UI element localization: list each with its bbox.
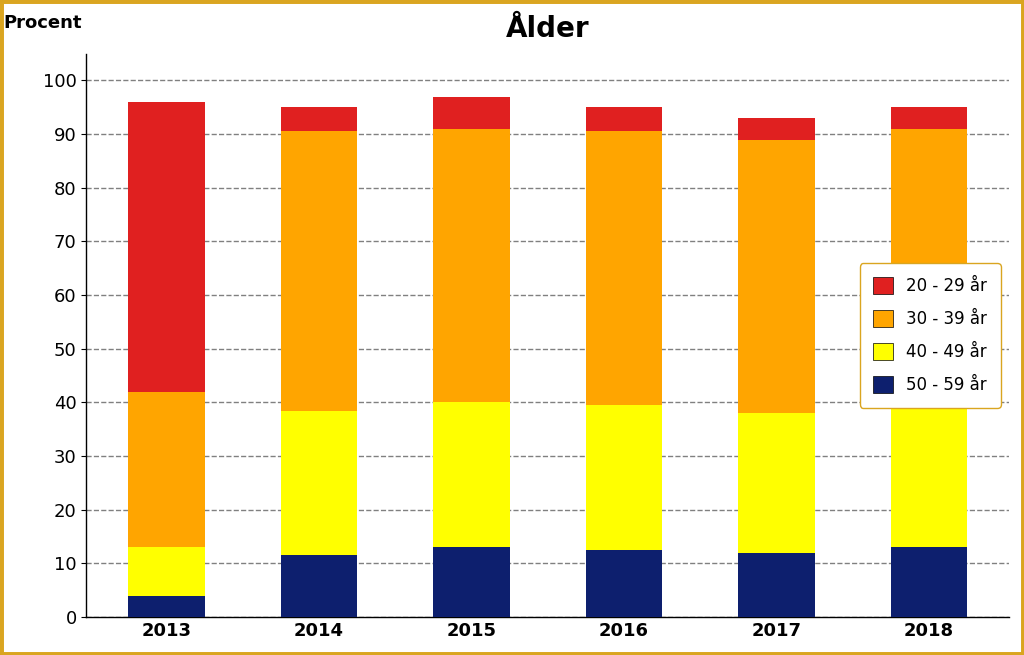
Bar <box>281 411 357 555</box>
Bar <box>281 107 357 132</box>
Bar <box>891 129 967 381</box>
Bar <box>128 102 205 392</box>
Bar <box>738 413 814 553</box>
Bar <box>586 550 663 617</box>
Bar <box>738 118 814 140</box>
Bar <box>891 381 967 548</box>
Bar <box>433 96 510 129</box>
Bar <box>891 548 967 617</box>
Bar <box>128 595 205 617</box>
Bar <box>433 402 510 548</box>
Bar <box>586 107 663 132</box>
Legend: 20 - 29 år, 30 - 39 år, 40 - 49 år, 50 - 59 år: 20 - 29 år, 30 - 39 år, 40 - 49 år, 50 -… <box>860 263 1000 407</box>
Text: Procent: Procent <box>3 14 82 32</box>
Bar <box>128 392 205 548</box>
Bar <box>738 140 814 413</box>
Bar <box>738 553 814 617</box>
Bar <box>891 107 967 129</box>
Bar <box>128 548 205 595</box>
Bar <box>281 132 357 411</box>
Bar <box>433 129 510 402</box>
Bar <box>586 132 663 405</box>
Bar <box>586 405 663 550</box>
Title: Ålder: Ålder <box>506 15 590 43</box>
Bar <box>281 555 357 617</box>
Bar <box>433 548 510 617</box>
